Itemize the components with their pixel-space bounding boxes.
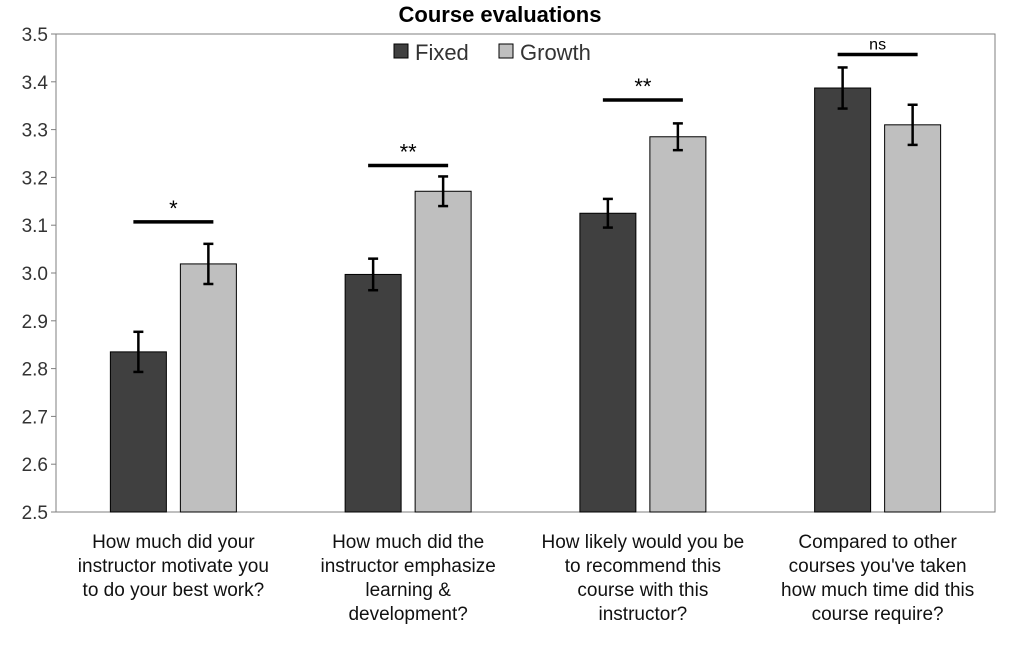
y-tick-label: 2.9 xyxy=(22,312,48,333)
bar-growth xyxy=(414,190,472,513)
category-label-line: instructor motivate you xyxy=(78,556,269,577)
y-axis: 2.5 2.6 2.7 2.8 2.9 3.0 3.1 3.2 3.3 3.4 3.5 xyxy=(22,25,56,524)
category-label: How likely would you be to recommend this… xyxy=(541,532,744,625)
y-tick-label: 3.3 xyxy=(22,121,48,142)
bar-fixed xyxy=(344,273,402,513)
y-tick-label: 3.1 xyxy=(22,216,48,237)
y-tick-label: 3.2 xyxy=(22,168,48,189)
category-label-line: Compared to other xyxy=(798,532,957,553)
category-label: How much did your instructor motivate you… xyxy=(78,532,269,601)
legend-label-fixed: Fixed xyxy=(415,40,469,65)
y-tick-label: 3.5 xyxy=(22,25,48,46)
y-tick-label: 2.8 xyxy=(22,360,48,381)
category-label-line: instructor? xyxy=(599,604,688,625)
significance-markers: *****ns xyxy=(133,37,918,224)
category-label-line: courses you've taken xyxy=(789,556,967,577)
x-axis-labels: How much did your instructor motivate you… xyxy=(78,532,974,625)
category-label-line: how much time did this xyxy=(781,580,974,601)
category-label-line: course require? xyxy=(812,604,944,625)
category-label-line: How much did the xyxy=(332,532,484,553)
bar-fixed xyxy=(814,87,872,513)
y-tick-label: 2.6 xyxy=(22,455,48,476)
category-label-line: How likely would you be xyxy=(541,532,744,553)
category-label-line: learning & xyxy=(365,580,451,601)
significance-label: * xyxy=(169,196,178,221)
y-tick-label: 3.4 xyxy=(22,73,49,94)
legend-swatch-fixed xyxy=(393,43,409,59)
error-bars xyxy=(133,66,918,374)
bar-growth xyxy=(179,263,237,513)
category-label: Compared to other courses you've taken how… xyxy=(781,532,974,625)
significance-label: ** xyxy=(400,139,418,164)
chart-title: Course evaluations xyxy=(399,2,602,27)
legend: Fixed Growth xyxy=(393,40,591,65)
bar-growth xyxy=(649,136,707,513)
significance-label: ** xyxy=(634,74,652,99)
category-label: How much did the instructor emphasize lear… xyxy=(320,532,495,625)
category-label-line: course with this xyxy=(577,580,708,601)
y-tick-label: 2.5 xyxy=(22,503,48,524)
bar-fixed xyxy=(579,212,637,513)
category-label-line: to do your best work? xyxy=(83,580,265,601)
legend-swatch-growth xyxy=(498,43,514,59)
bars xyxy=(109,87,942,513)
bar-fixed xyxy=(109,351,167,513)
significance-label: ns xyxy=(869,37,886,54)
y-tick-label: 3.0 xyxy=(22,264,48,285)
legend-label-growth: Growth xyxy=(520,40,591,65)
category-label-line: How much did your xyxy=(92,532,255,553)
y-tick-label: 2.7 xyxy=(22,407,48,428)
category-label-line: instructor emphasize xyxy=(320,556,495,577)
category-label-line: development? xyxy=(348,604,467,625)
bar-growth xyxy=(884,124,942,513)
category-label-line: to recommend this xyxy=(565,556,721,577)
